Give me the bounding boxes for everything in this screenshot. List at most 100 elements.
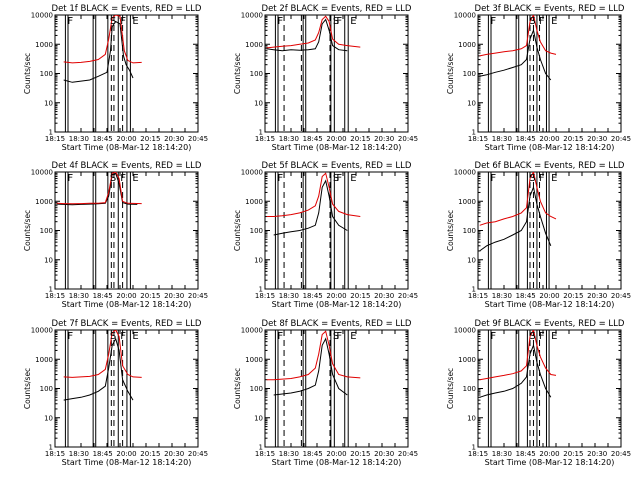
x-tick-label: 20:45 bbox=[611, 135, 631, 143]
marker-label: F bbox=[67, 331, 73, 342]
panel-title: Det 2f BLACK = Events, RED = LLD bbox=[262, 4, 412, 14]
x-tick-label: 18:15 bbox=[45, 135, 65, 143]
x-tick-label: 18:15 bbox=[468, 450, 488, 458]
marker-label: S bbox=[110, 173, 116, 184]
x-axis-label: Start Time (08-Mar-12 18:14:20) bbox=[62, 458, 192, 467]
lld-series-line bbox=[266, 330, 361, 381]
y-tick-label: 100 bbox=[40, 227, 53, 235]
y-tick-label: 100 bbox=[40, 70, 53, 78]
y-tick-label: 1 bbox=[472, 444, 476, 452]
panel-det7: Det 7f BLACK = Events, RED = LLD 18:15 18:… bbox=[23, 319, 208, 467]
x-tick-label: 20:30 bbox=[164, 292, 184, 300]
x-tick-label: 20:15 bbox=[563, 135, 583, 143]
marker-label: F bbox=[490, 331, 496, 342]
x-tick-label: 20:15 bbox=[563, 450, 583, 458]
x-tick-label: 18:15 bbox=[468, 135, 488, 143]
x-axis-label: Start Time (08-Mar-12 18:14:20) bbox=[485, 300, 615, 309]
x-tick-label: 18:15 bbox=[468, 292, 488, 300]
x-tick-label: 18:30 bbox=[492, 292, 512, 300]
x-tick-label: 20:15 bbox=[350, 292, 370, 300]
y-tick-label: 10 bbox=[44, 256, 53, 264]
marker-label: S bbox=[529, 331, 535, 342]
x-tick-label: 18:30 bbox=[279, 450, 299, 458]
marker-label: F bbox=[336, 16, 342, 27]
x-tick-label: 18:45 bbox=[303, 292, 323, 300]
panel-title: Det 8f BLACK = Events, RED = LLD bbox=[262, 319, 412, 329]
x-tick-label: 20:45 bbox=[188, 135, 208, 143]
panel-title: Det 9f BLACK = Events, RED = LLD bbox=[475, 319, 625, 329]
events-series-line bbox=[479, 28, 552, 81]
x-axis-label: Start Time (08-Mar-12 18:14:20) bbox=[272, 143, 402, 152]
y-tick-label: 10000 bbox=[454, 12, 476, 20]
x-tick-label: 20:45 bbox=[398, 135, 418, 143]
panel-det5: Det 5f BLACK = Events, RED = LLD 18:15 18:… bbox=[233, 161, 418, 309]
marker-label: F bbox=[539, 173, 545, 184]
y-tick-label: 100 bbox=[250, 385, 263, 393]
y-axis-label: Counts/sec bbox=[23, 368, 32, 409]
y-tick-label: 1 bbox=[472, 286, 476, 294]
x-tick-label: 20:15 bbox=[563, 292, 583, 300]
lld-series-line bbox=[266, 172, 361, 217]
events-series-line bbox=[479, 343, 552, 398]
x-tick-label: 18:45 bbox=[303, 135, 323, 143]
y-tick-label: 10000 bbox=[31, 169, 53, 177]
x-tick-label: 20:15 bbox=[350, 450, 370, 458]
y-tick-label: 1000 bbox=[35, 41, 53, 49]
marker-label: F bbox=[277, 16, 283, 27]
x-tick-label: 20:45 bbox=[398, 292, 418, 300]
marker-label: F bbox=[490, 173, 496, 184]
lld-series-line bbox=[56, 172, 142, 205]
panel-det6: Det 6f BLACK = Events, RED = LLD 18:15 18:… bbox=[446, 161, 631, 309]
events-series-line bbox=[266, 18, 348, 52]
lld-series-line bbox=[479, 330, 557, 381]
panel-plot-area bbox=[63, 330, 142, 447]
x-tick-label: 20:00 bbox=[116, 135, 136, 143]
x-tick-label: 20:15 bbox=[350, 135, 370, 143]
panel-det4: Det 4f BLACK = Events, RED = LLD 18:15 18:… bbox=[23, 161, 208, 309]
x-tick-label: 18:45 bbox=[93, 292, 113, 300]
y-tick-label: 1 bbox=[49, 286, 53, 294]
marker-label: E bbox=[132, 331, 138, 342]
x-tick-label: 20:45 bbox=[611, 450, 631, 458]
plot-frame bbox=[264, 171, 409, 290]
panel-title: Det 7f BLACK = Events, RED = LLD bbox=[52, 319, 202, 329]
y-tick-label: 10000 bbox=[454, 169, 476, 177]
plot-frame bbox=[264, 14, 409, 133]
panel-det3: Det 3f BLACK = Events, RED = LLD 18:15 18:… bbox=[446, 4, 631, 152]
x-tick-label: 18:45 bbox=[516, 292, 536, 300]
x-tick-label: 20:30 bbox=[374, 450, 394, 458]
y-axis-label: Counts/sec bbox=[23, 210, 32, 251]
y-tick-label: 1 bbox=[49, 444, 53, 452]
y-tick-label: 10 bbox=[467, 99, 476, 107]
marker-label: S bbox=[529, 16, 535, 27]
events-series-line bbox=[273, 337, 348, 396]
marker-label: E bbox=[551, 16, 557, 27]
marker-label: F bbox=[120, 331, 126, 342]
x-tick-label: 20:30 bbox=[587, 450, 607, 458]
marker-label: F bbox=[120, 173, 126, 184]
x-axis-label: Start Time (08-Mar-12 18:14:20) bbox=[485, 458, 615, 467]
y-tick-label: 1000 bbox=[245, 198, 263, 206]
x-tick-label: 20:15 bbox=[140, 450, 160, 458]
x-tick-label: 18:15 bbox=[255, 292, 275, 300]
marker-label: F bbox=[539, 16, 545, 27]
marker-label: F bbox=[277, 173, 283, 184]
y-tick-label: 10 bbox=[467, 414, 476, 422]
x-tick-label: 18:15 bbox=[255, 450, 275, 458]
events-series-line bbox=[479, 185, 552, 252]
x-tick-label: 18:15 bbox=[255, 135, 275, 143]
y-tick-label: 100 bbox=[250, 70, 263, 78]
panel-det9: Det 9f BLACK = Events, RED = LLD 18:15 18:… bbox=[446, 319, 631, 467]
panel-title: Det 4f BLACK = Events, RED = LLD bbox=[52, 161, 202, 171]
x-tick-label: 20:45 bbox=[188, 450, 208, 458]
events-series-line bbox=[273, 179, 348, 236]
x-tick-label: 20:45 bbox=[611, 292, 631, 300]
marker-label: F bbox=[67, 173, 73, 184]
marker-label: S bbox=[333, 173, 339, 184]
panel-det1: Det 1f BLACK = Events, RED = LLD 18:15 18:… bbox=[23, 4, 208, 152]
y-axis-label: Counts/sec bbox=[233, 210, 242, 251]
marker-label: E bbox=[132, 173, 138, 184]
lld-series-line bbox=[479, 15, 557, 57]
marker-label: S bbox=[110, 331, 116, 342]
